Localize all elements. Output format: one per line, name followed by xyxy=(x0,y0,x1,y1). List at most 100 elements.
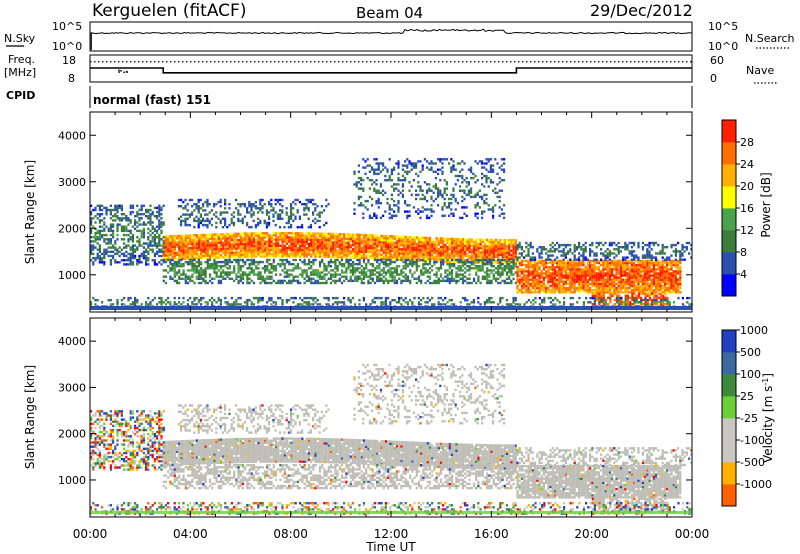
power-cell xyxy=(666,261,669,265)
power-cell xyxy=(666,289,669,292)
power-cell xyxy=(472,277,476,280)
power-cell xyxy=(494,251,498,254)
power-cell xyxy=(246,221,249,225)
power-cell xyxy=(369,273,372,276)
power-cell xyxy=(325,236,328,240)
power-cell xyxy=(211,265,214,268)
power-cell xyxy=(294,248,297,252)
power-cell xyxy=(318,273,322,276)
power-cell xyxy=(630,272,633,275)
power-cell xyxy=(244,247,247,250)
power-cell xyxy=(389,243,392,246)
power-cell xyxy=(292,258,295,262)
power-cell xyxy=(248,211,251,214)
power-cell xyxy=(191,205,194,208)
power-cell xyxy=(204,244,207,247)
power-cell xyxy=(609,298,612,302)
power-cell xyxy=(503,253,506,256)
power-cell xyxy=(376,267,379,270)
power-cell xyxy=(224,198,227,202)
power-cell xyxy=(453,263,456,266)
freq-line xyxy=(90,67,692,74)
power-cell xyxy=(389,251,392,255)
power-cell xyxy=(653,292,656,295)
power-cell xyxy=(483,247,487,250)
power-cell xyxy=(305,253,308,256)
power-cell xyxy=(226,232,229,236)
power-cell xyxy=(455,248,458,251)
power-cell xyxy=(217,233,220,236)
power-cell xyxy=(503,269,506,272)
power-cell xyxy=(92,225,95,228)
power-cell xyxy=(285,253,289,256)
power-cell xyxy=(659,292,663,295)
power-cell xyxy=(450,269,454,272)
power-cell xyxy=(490,240,493,244)
power-cell xyxy=(459,273,462,276)
power-cell xyxy=(147,244,150,247)
power-cell xyxy=(387,281,390,285)
power-cell xyxy=(668,274,671,277)
power-cell xyxy=(235,238,238,242)
power-cell xyxy=(178,234,181,238)
power-cell xyxy=(593,266,596,269)
power-cell xyxy=(499,243,502,246)
power-cell xyxy=(644,261,647,265)
power-cell xyxy=(501,245,504,248)
power-cell xyxy=(248,265,251,268)
power-cell xyxy=(362,236,366,239)
power-cell xyxy=(283,258,286,262)
power-cell xyxy=(261,244,264,248)
power-cell xyxy=(630,284,633,288)
power-cell xyxy=(215,221,218,225)
power-cell xyxy=(604,286,607,290)
power-cell xyxy=(343,265,346,268)
power-cell xyxy=(531,291,534,294)
power-cell xyxy=(595,261,598,265)
power-cell xyxy=(189,240,192,243)
power-cell xyxy=(261,260,264,264)
power-cell xyxy=(261,248,264,252)
power-cell xyxy=(288,263,291,266)
power-cell xyxy=(329,236,333,240)
power-cell xyxy=(608,286,611,290)
power-cell xyxy=(252,236,256,239)
power-cell xyxy=(580,284,583,288)
power-cell xyxy=(292,250,295,254)
power-cell xyxy=(371,271,374,274)
power-cell xyxy=(283,244,286,247)
power-cell xyxy=(189,255,192,258)
power-cell xyxy=(505,260,509,264)
power-cell xyxy=(261,198,264,202)
power-cell xyxy=(558,282,561,286)
power-cell xyxy=(360,238,363,241)
power-cell xyxy=(404,263,407,266)
power-cell xyxy=(332,245,335,248)
power-cell xyxy=(582,276,585,279)
power-cell xyxy=(549,291,552,294)
power-cell xyxy=(252,205,255,208)
freq-label-2: [MHz] xyxy=(4,66,36,79)
power-cell xyxy=(514,241,517,244)
power-cell xyxy=(670,274,673,277)
power-cell xyxy=(497,269,500,272)
power-cell xyxy=(470,267,473,270)
power-cell xyxy=(334,241,337,244)
power-cell xyxy=(389,258,392,262)
power-cell xyxy=(481,251,484,254)
power-cell xyxy=(415,244,418,247)
power-cell xyxy=(518,280,521,283)
power-cell xyxy=(534,266,537,269)
power-cell xyxy=(158,238,161,241)
power-cell xyxy=(180,251,183,254)
power-cell xyxy=(305,242,308,246)
power-cell xyxy=(536,286,539,290)
power-cell xyxy=(450,256,454,259)
power-cell xyxy=(589,278,592,281)
power-cell xyxy=(657,266,660,269)
power-cell xyxy=(365,254,368,258)
power-cell xyxy=(345,271,348,274)
power-cell xyxy=(659,274,662,277)
power-cell xyxy=(534,270,537,273)
power-cell xyxy=(573,266,576,269)
